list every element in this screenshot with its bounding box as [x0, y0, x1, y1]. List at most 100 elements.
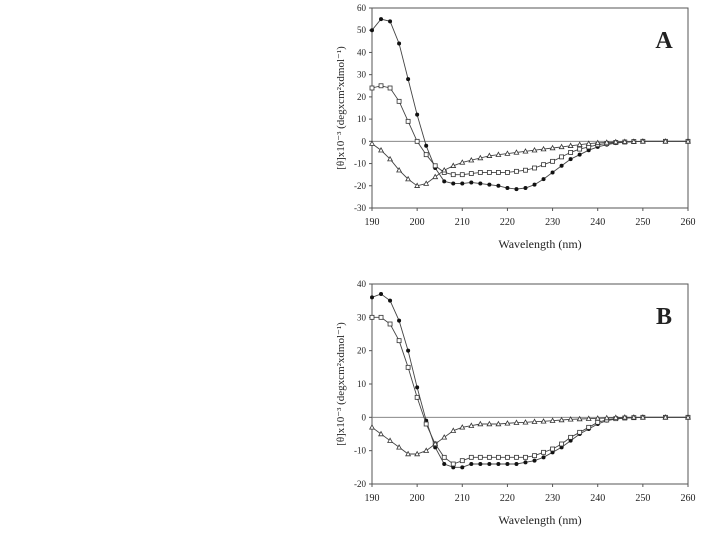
- y-tick-label: 0: [362, 136, 367, 146]
- panel-b: -20 -10 0 10 20 30 40 190 200 210 220 230 240 250 260 W…: [335, 279, 696, 527]
- series-2-point: [441, 434, 448, 440]
- series-1-point: [459, 172, 465, 178]
- series-1-point: [378, 83, 384, 89]
- series-2-point: [459, 424, 466, 430]
- y-tick-label: 50: [357, 25, 367, 35]
- x-axis-label: Wavelength (nm): [498, 513, 581, 527]
- series-1-point: [396, 98, 402, 104]
- y-axis-label: [θ]x10⁻³ (degxcm²xdmol⁻¹): [335, 46, 347, 170]
- series-1-point: [441, 454, 447, 460]
- series-1-point: [541, 162, 546, 168]
- series-2-point: [603, 139, 610, 145]
- series-0-point: [406, 348, 411, 353]
- series-2-point: [495, 420, 502, 427]
- series-2-point: [558, 416, 565, 423]
- series-0-point: [523, 460, 528, 465]
- series-2-point: [639, 414, 646, 420]
- series-1-point: [477, 454, 483, 460]
- x-tick-label: 220: [500, 217, 515, 228]
- y-tick-label: -10: [354, 159, 366, 169]
- series-2-point: [621, 414, 628, 420]
- series-2-point: [477, 420, 484, 427]
- series-1-point: [550, 158, 555, 164]
- series-2-point: [603, 414, 610, 421]
- y-tick-label: -20: [354, 181, 366, 191]
- series-2-point: [621, 138, 628, 144]
- series-2-point: [630, 414, 637, 420]
- series-1-point: [423, 421, 429, 427]
- series-2-point: [450, 162, 457, 168]
- series-1-point: [577, 429, 583, 435]
- series-1-point: [405, 364, 411, 370]
- x-tick-label: 240: [590, 217, 605, 228]
- y-tick-label: -10: [354, 446, 366, 456]
- series-2-point: [486, 152, 493, 158]
- y-tick-label: 40: [357, 279, 367, 289]
- series-2-line: [371, 140, 688, 187]
- series-1-point: [550, 446, 555, 452]
- series-0-point: [415, 112, 420, 117]
- series-2-point: [522, 419, 529, 425]
- series-2-point: [369, 140, 375, 146]
- x-tick-label: 250: [635, 217, 650, 228]
- series-2-point: [378, 430, 385, 437]
- series-0-point: [550, 170, 555, 175]
- series-0-point: [442, 462, 447, 466]
- plot-frame: [371, 7, 689, 209]
- series-2-point: [558, 143, 565, 150]
- x-tick-label: 210: [455, 493, 470, 504]
- series-2-point: [662, 138, 669, 144]
- series-1-point: [414, 138, 420, 144]
- series-0-point: [406, 77, 411, 82]
- series-0-point: [514, 187, 519, 192]
- x-tick-label: 220: [500, 493, 515, 504]
- series-2-point: [459, 159, 466, 165]
- x-tick-label: 200: [410, 493, 425, 504]
- series-0-point: [370, 295, 374, 300]
- series-0-point: [496, 462, 501, 466]
- x-tick-label: 260: [681, 493, 696, 504]
- series-1-point: [586, 424, 592, 430]
- series-0-line: [371, 293, 688, 468]
- series-2-point: [486, 420, 493, 427]
- series-0-point: [469, 180, 474, 185]
- panel-label: A: [655, 28, 673, 54]
- x-tick-label: 240: [590, 493, 605, 504]
- series-1-point: [541, 449, 546, 455]
- series-0-point: [487, 182, 492, 187]
- series-1-point: [486, 454, 492, 460]
- series-1-point: [559, 154, 564, 160]
- series-1-line: [371, 85, 688, 176]
- series-2-point: [531, 418, 538, 424]
- series-1-point: [514, 168, 519, 174]
- series-2-point: [378, 146, 385, 153]
- series-0-point: [496, 183, 501, 188]
- y-tick-label: 20: [357, 92, 367, 102]
- series-1-point: [568, 434, 574, 440]
- series-2-point: [513, 419, 520, 425]
- series-2-point: [585, 415, 592, 421]
- plot-frame: [371, 283, 689, 485]
- x-tick-label: 230: [545, 493, 560, 504]
- series-0-point: [487, 462, 492, 466]
- series-2-point: [432, 173, 439, 180]
- series-0-point: [541, 455, 546, 460]
- series-2-point: [477, 154, 484, 161]
- series-2-point: [414, 182, 421, 188]
- x-tick-label: 210: [455, 217, 470, 228]
- y-tick-label: -20: [354, 479, 366, 489]
- series-0-point: [388, 19, 393, 24]
- series-0-point: [379, 17, 384, 22]
- series-2-point: [594, 415, 601, 421]
- series-2-point: [576, 141, 583, 147]
- y-tick-label: 20: [357, 346, 367, 356]
- series-0-point: [559, 163, 564, 168]
- series-0-line: [371, 18, 688, 190]
- series-2-point: [531, 146, 538, 153]
- series-2-point: [549, 417, 556, 423]
- series-2-line: [371, 416, 688, 455]
- x-tick-label: 260: [681, 217, 696, 228]
- series-2-point: [450, 427, 457, 433]
- series-1-point: [559, 441, 564, 447]
- series-2-point: [576, 415, 583, 422]
